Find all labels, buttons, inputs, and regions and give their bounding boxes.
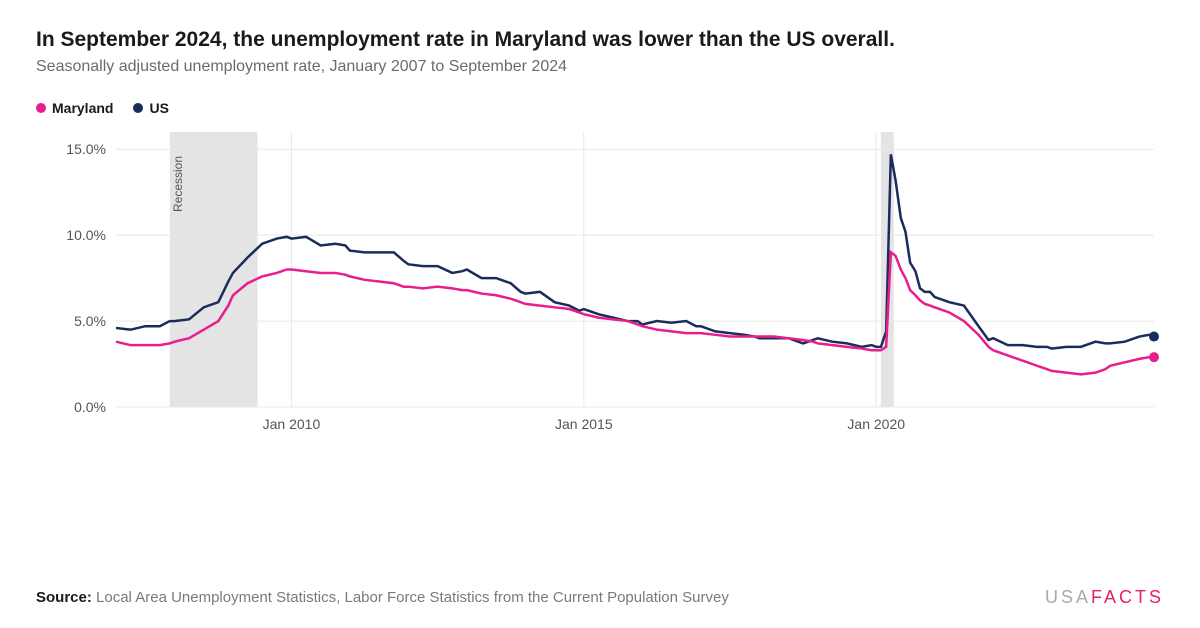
svg-text:Jan 2015: Jan 2015 xyxy=(555,416,613,432)
source-label: Source: xyxy=(36,589,92,606)
brand-logo: USAFACTS xyxy=(1045,587,1164,608)
svg-text:Jan 2010: Jan 2010 xyxy=(263,416,321,432)
svg-text:15.0%: 15.0% xyxy=(66,141,106,157)
chart-area: Recession 0.0% 5.0% 10.0% 15.0% Jan 2010 Jan 2… xyxy=(36,132,1164,452)
legend-label: US xyxy=(149,100,168,116)
brand-text-pink: FACTS xyxy=(1091,587,1164,607)
source-text: Local Area Unemployment Statistics, Labo… xyxy=(96,589,729,606)
svg-text:Jan 2020: Jan 2020 xyxy=(847,416,905,432)
chart-subtitle: Seasonally adjusted unemployment rate, J… xyxy=(36,58,1164,76)
brand-text-gray: USA xyxy=(1045,587,1091,607)
legend: Maryland US xyxy=(36,100,1164,116)
svg-text:0.0%: 0.0% xyxy=(74,399,106,415)
svg-text:5.0%: 5.0% xyxy=(74,313,106,329)
legend-marker-icon xyxy=(36,103,46,113)
legend-marker-icon xyxy=(133,103,143,113)
legend-label: Maryland xyxy=(52,100,113,116)
legend-item-us: US xyxy=(133,100,168,116)
chart-title: In September 2024, the unemployment rate… xyxy=(36,28,1164,52)
line-chart-svg: Recession 0.0% 5.0% 10.0% 15.0% Jan 2010 Jan 2… xyxy=(36,132,1164,452)
svg-text:Recession: Recession xyxy=(171,156,185,212)
legend-item-maryland: Maryland xyxy=(36,100,113,116)
svg-text:10.0%: 10.0% xyxy=(66,227,106,243)
source-line: Source: Local Area Unemployment Statisti… xyxy=(36,589,729,606)
